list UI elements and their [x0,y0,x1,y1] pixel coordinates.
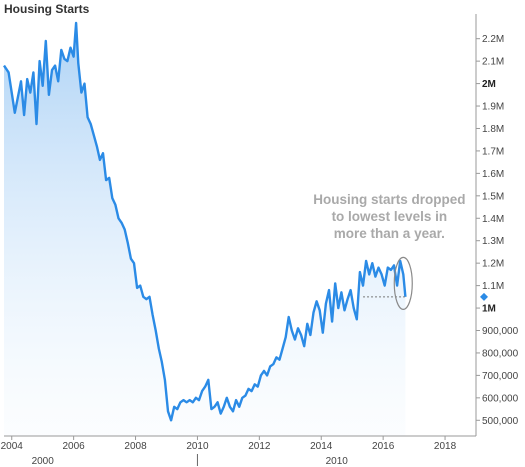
series-area [4,23,406,436]
y-tick-label: 800,000 [482,348,519,359]
x-tick-label: 2004 [1,441,24,452]
y-tick-label: 2.1M [482,57,504,68]
y-tick-label: 1.1M [482,281,504,292]
y-tick-label: 1.8M [482,124,504,135]
x-decade-label: 2010 [326,456,349,467]
y-tick-label: 2M [482,79,496,90]
y-tick-label: 1.4M [482,214,504,225]
y-tick-label: 700,000 [482,371,519,382]
chart-title: Housing Starts [4,2,90,16]
x-tick-label: 2014 [310,441,333,452]
y-tick-label: 1.6M [482,169,504,180]
y-tick-label: 1.3M [482,236,504,247]
y-tick-label: 600,000 [482,393,519,404]
annotation-text: Housing starts dropped [313,192,465,207]
y-tick-label: 1.5M [482,191,504,202]
x-tick-label: 2006 [63,441,86,452]
x-tick-label: 2012 [248,441,271,452]
annotation-text: to lowest levels in [332,209,448,224]
y-tick-label: 2.2M [482,34,504,45]
series-line [3,21,407,422]
x-tick-label: 2016 [372,441,395,452]
y-tick-label: 1.7M [482,146,504,157]
annotation-text: more than a year. [334,226,445,241]
last-value-marker [480,292,488,301]
y-tick-label: 1.9M [482,102,504,113]
y-tick-label: 1M [482,304,496,315]
y-tick-label: 500,000 [482,416,519,427]
x-tick-label: 2010 [186,441,209,452]
y-tick-label: 1.2M [482,259,504,270]
x-tick-label: 2008 [124,441,147,452]
highlight-ellipse [393,256,413,310]
x-decade-label: 2000 [32,456,55,467]
x-tick-label: 2018 [434,441,457,452]
y-tick-label: 900,000 [482,326,519,337]
